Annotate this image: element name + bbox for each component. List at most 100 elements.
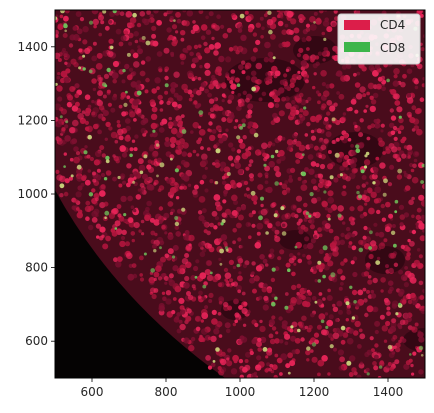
cd4-cell bbox=[419, 97, 425, 102]
cd4-cell bbox=[152, 40, 159, 47]
cd4-cell bbox=[391, 224, 396, 228]
cd4-cell bbox=[356, 185, 361, 190]
cd4-cell bbox=[308, 143, 314, 149]
cd4-cell bbox=[420, 199, 425, 207]
cd4-cell bbox=[333, 102, 338, 107]
cd4-cell bbox=[392, 125, 398, 131]
cd8-cell bbox=[303, 106, 307, 110]
cd4-cell bbox=[321, 103, 327, 109]
cd4-cell bbox=[322, 90, 330, 97]
cd4-cell bbox=[161, 291, 166, 295]
cd4-cell bbox=[418, 280, 424, 286]
cd4-cell bbox=[125, 11, 133, 18]
cd4-cell bbox=[193, 57, 199, 63]
cd4-cell bbox=[313, 145, 319, 151]
cd4-cell bbox=[244, 65, 250, 70]
cd4-cell bbox=[158, 127, 165, 133]
cd4-cell bbox=[339, 239, 346, 246]
cd4-cell bbox=[408, 358, 413, 363]
cd4-cell bbox=[205, 15, 209, 20]
cd4-cell bbox=[327, 163, 334, 170]
cd4-cell bbox=[253, 275, 260, 282]
cd8-cell bbox=[294, 245, 298, 249]
cd4-cell bbox=[258, 97, 263, 102]
cd4-cell bbox=[183, 88, 189, 94]
cd8-cell bbox=[349, 285, 353, 289]
cd4-cell bbox=[84, 179, 91, 186]
cd4-cell bbox=[121, 229, 127, 235]
cd8-cell bbox=[194, 275, 198, 279]
cd4-cell bbox=[403, 173, 409, 178]
cd4-cell bbox=[74, 101, 80, 107]
cd4-cell bbox=[168, 116, 172, 121]
cd4-cell bbox=[319, 10, 324, 14]
cd4-cell bbox=[298, 229, 304, 235]
cd4-cell bbox=[320, 144, 327, 151]
cd4-cell bbox=[203, 281, 208, 286]
cd4-cell bbox=[372, 70, 379, 77]
cd4-cell bbox=[133, 118, 137, 122]
cd4-cell bbox=[107, 102, 112, 107]
cd4-cell bbox=[356, 374, 362, 378]
cd8-cell bbox=[297, 328, 301, 333]
cd4-cell bbox=[153, 277, 157, 281]
cd4-cell bbox=[365, 262, 371, 268]
cd8-cell bbox=[125, 90, 128, 94]
cd4-cell bbox=[321, 226, 326, 231]
cd4-cell bbox=[208, 44, 215, 50]
cd4-cell bbox=[246, 187, 250, 192]
cd4-cell bbox=[419, 235, 425, 242]
cd8-cell bbox=[219, 262, 223, 266]
cd4-cell bbox=[391, 300, 399, 308]
cd4-cell bbox=[290, 297, 297, 304]
tissue-layer bbox=[55, 10, 425, 378]
cd8-cell bbox=[153, 249, 157, 253]
cd4-cell bbox=[179, 309, 186, 315]
cd4-cell bbox=[106, 89, 111, 94]
cd4-cell bbox=[387, 182, 393, 187]
cd4-cell bbox=[201, 328, 208, 335]
cd4-cell bbox=[185, 315, 192, 322]
cd4-cell bbox=[322, 297, 326, 301]
cd4-cell bbox=[421, 214, 425, 219]
cd4-cell bbox=[250, 24, 254, 28]
cd4-cell bbox=[121, 79, 126, 84]
cd4-cell bbox=[76, 28, 83, 35]
cd4-cell bbox=[322, 179, 328, 186]
cd4-cell bbox=[240, 245, 244, 249]
cd4-cell bbox=[98, 32, 102, 37]
cd4-cell bbox=[190, 336, 196, 342]
cd4-cell bbox=[262, 304, 269, 311]
cd4-cell bbox=[63, 15, 69, 22]
cd4-cell bbox=[415, 222, 419, 226]
cd4-cell bbox=[72, 25, 78, 31]
cd4-cell bbox=[126, 252, 133, 260]
cd4-cell bbox=[232, 265, 236, 270]
cd4-cell bbox=[102, 94, 107, 99]
cd4-cell bbox=[89, 156, 94, 162]
cd8-cell bbox=[114, 227, 118, 230]
cd4-cell bbox=[366, 91, 370, 96]
cd8-cell bbox=[164, 83, 169, 88]
cd4-cell bbox=[148, 146, 155, 152]
cd4-cell bbox=[178, 120, 184, 126]
cd4-cell bbox=[346, 107, 351, 112]
cd4-cell bbox=[207, 336, 212, 340]
cd4-cell bbox=[130, 231, 136, 236]
y-tick-label: 1000 bbox=[17, 187, 48, 201]
cd4-cell bbox=[278, 316, 283, 321]
cd8-cell bbox=[274, 296, 278, 300]
cd4-cell bbox=[104, 25, 110, 31]
cd4-cell bbox=[374, 320, 381, 327]
cd4-cell bbox=[414, 151, 419, 156]
cd4-cell bbox=[209, 113, 215, 119]
cd8-cell bbox=[173, 19, 176, 22]
cd8-cell bbox=[364, 154, 368, 158]
cd8-cell bbox=[378, 365, 383, 369]
cd4-cell bbox=[420, 47, 425, 52]
cd4-cell bbox=[224, 183, 232, 191]
cd4-cell bbox=[354, 109, 359, 114]
cd4-cell bbox=[151, 131, 158, 138]
cd4-cell bbox=[85, 216, 90, 221]
cd4-cell bbox=[187, 152, 193, 158]
